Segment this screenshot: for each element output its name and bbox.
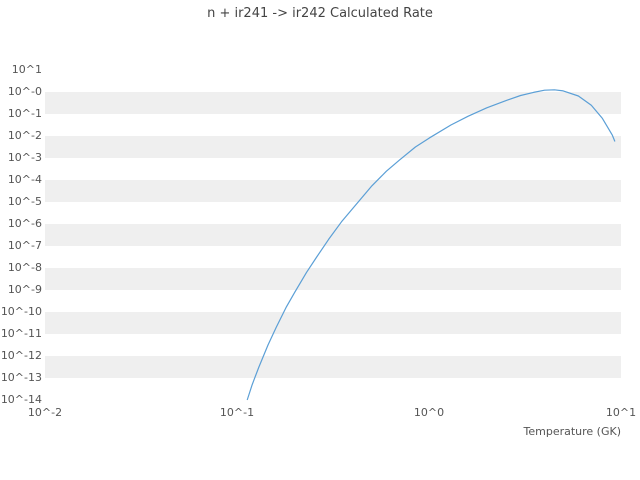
y-tick-label: 10^-6 (7, 217, 42, 230)
x-tick-label: 10^-2 (27, 406, 63, 419)
chart-title: n + ir241 -> ir242 Calculated Rate (207, 6, 433, 21)
y-tick-label: 10^-13 (0, 371, 42, 384)
rate-curve (246, 89, 616, 401)
y-tick-label: 10^-1 (7, 107, 42, 120)
grid-band (45, 312, 621, 334)
y-tick-label: 10^-10 (0, 305, 42, 318)
y-tick-label: 10^-0 (7, 85, 42, 98)
y-tick-label: 10^-3 (7, 151, 42, 164)
y-tick-label: 10^-7 (7, 239, 42, 252)
grid-band (45, 268, 621, 290)
x-tick-label: 10^0 (413, 406, 445, 419)
x-axis-label: Temperature (GK) (523, 425, 622, 438)
y-tick-label: 10^-2 (7, 129, 42, 142)
y-tick-label: 10^-11 (0, 327, 42, 340)
grid-band (45, 136, 621, 158)
grid-band (45, 224, 621, 246)
y-tick-label: 10^1 (11, 63, 42, 76)
x-tick-label: 10^-1 (219, 406, 255, 419)
y-tick-label: 10^-5 (7, 195, 42, 208)
grid-band (45, 180, 621, 202)
y-tick-label: 10^-14 (0, 393, 42, 406)
y-tick-label: 10^-9 (7, 283, 42, 296)
y-tick-label: 10^-8 (7, 261, 42, 274)
y-tick-label: 10^-12 (0, 349, 42, 362)
grid-band (45, 92, 621, 114)
grid-band (45, 356, 621, 378)
x-tick-label: 10^1 (605, 406, 637, 419)
y-tick-label: 10^-4 (7, 173, 42, 186)
